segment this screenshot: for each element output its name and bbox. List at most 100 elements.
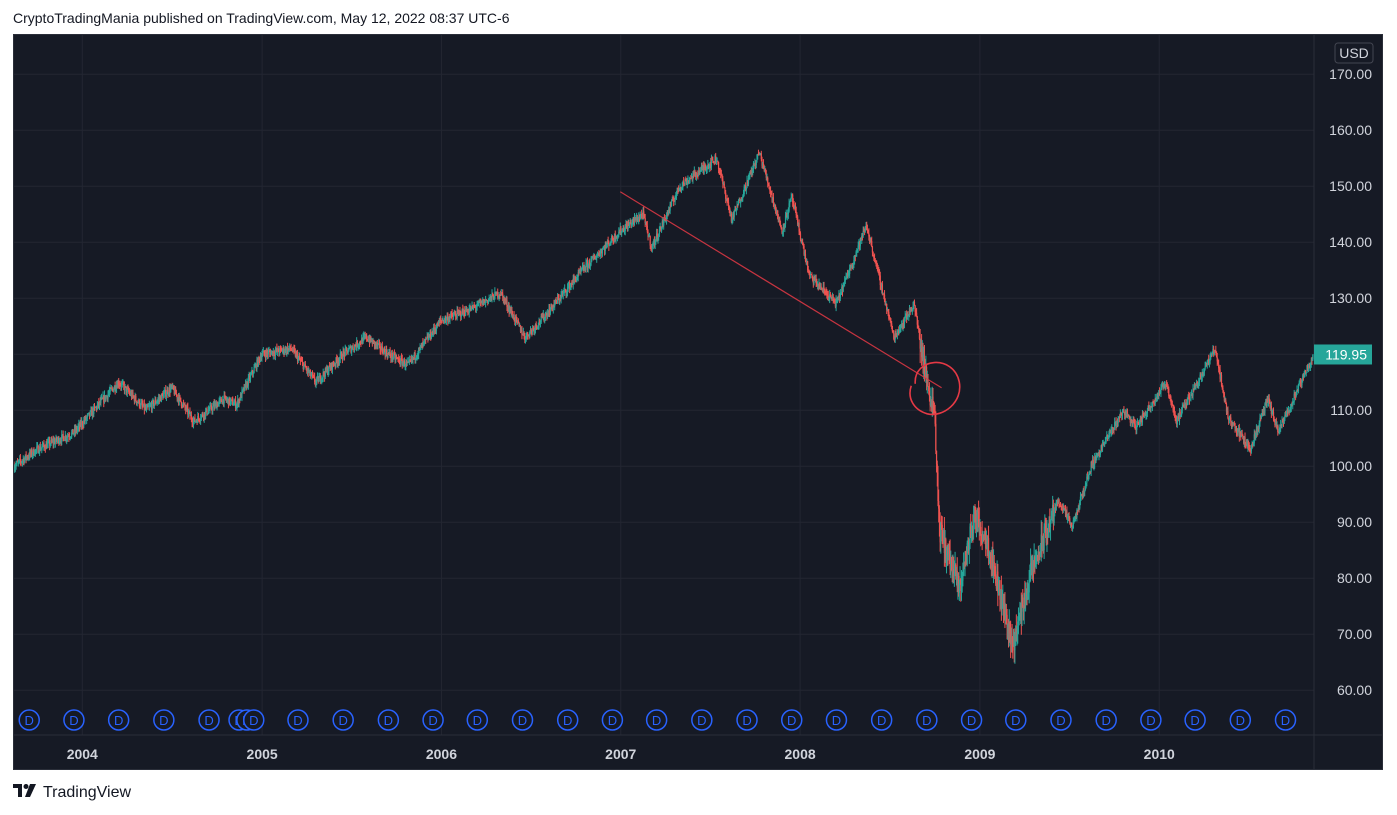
candle [724,186,726,195]
candle-body [1137,422,1139,424]
candle-body [596,254,599,256]
candle-body [376,342,378,346]
candle [535,321,537,331]
candle [296,350,298,360]
chart-panel[interactable]: DDDDDDDDDDDDDDDDDDDDDDDDDDDDDDD 170.0016… [13,34,1383,770]
candle [276,343,278,353]
candle [189,407,191,420]
candle [560,291,562,304]
candle [663,216,665,230]
candle [324,370,326,382]
candle [632,216,634,225]
candle [945,537,947,568]
candle [437,319,440,327]
candle-body [815,278,817,284]
candle-body [374,342,376,346]
candle-body [1153,402,1155,404]
candle-body [1180,415,1182,417]
candle [1044,517,1047,539]
candle [688,180,690,184]
candle [729,207,731,217]
candle [551,304,553,312]
candle [596,253,598,263]
candle-body [420,345,422,348]
candle-body [745,185,747,190]
candle [1048,516,1050,538]
candle [1049,508,1051,533]
candle-body [865,225,867,229]
candle-body [690,176,693,179]
candle [321,377,324,383]
candle [886,303,888,315]
candle-body [935,423,937,451]
candle-body [281,350,284,352]
candle [464,309,466,317]
candle-body [558,298,560,301]
candle [388,349,391,356]
candle [417,350,419,360]
candle-body [811,275,814,280]
candle [1064,507,1066,512]
candle [361,334,363,344]
candle-body [737,200,740,206]
candle-body [169,387,171,393]
candle-body [28,457,30,458]
candle [200,414,202,421]
candle [352,343,354,350]
candle-body [766,177,768,179]
candle [830,296,832,300]
candle [91,406,93,420]
candle-body [324,368,326,377]
candle-body [149,405,151,407]
candle [1131,419,1133,424]
candle-body [688,180,690,182]
candle-body [34,454,36,456]
candle [240,392,242,399]
candle [1141,416,1143,426]
candle-body [647,231,649,238]
candle [128,388,131,396]
candle-body [1178,416,1180,421]
candle [1061,503,1063,512]
candle [792,198,794,209]
candle-body [227,398,229,400]
candle [943,528,945,544]
candle [518,321,520,327]
candle [955,566,958,586]
candle-body [1178,411,1181,421]
candle [51,436,53,444]
candle-body [759,153,762,155]
candle [743,184,745,197]
candle [237,394,239,409]
candle [638,212,640,225]
candle [208,406,210,411]
candle-body [1120,413,1122,416]
candle-body [597,253,599,255]
candle [237,398,240,408]
candle [222,398,225,407]
candle-body [826,293,828,295]
candle [937,465,939,507]
candle-body [474,306,476,308]
candle-body [789,198,792,202]
candle [54,438,56,448]
candle-body [217,402,220,407]
candle [923,346,925,380]
candle [169,383,171,398]
candle-body [288,348,290,350]
candle-body [1052,504,1054,523]
candle-body [694,171,696,173]
candle [1073,516,1075,524]
price-chart[interactable]: DDDDDDDDDDDDDDDDDDDDDDDDDDDDDDD 170.0016… [14,35,1382,769]
candle-body [247,381,249,386]
candle [304,361,306,367]
candle [572,274,574,290]
candle-body [136,402,138,404]
candle [264,349,267,362]
candle-body [658,229,661,235]
candle-body [1100,445,1102,453]
candle-body [1025,594,1027,600]
candle-body [584,269,586,270]
candle-body [242,387,244,390]
candle-body [497,296,500,298]
